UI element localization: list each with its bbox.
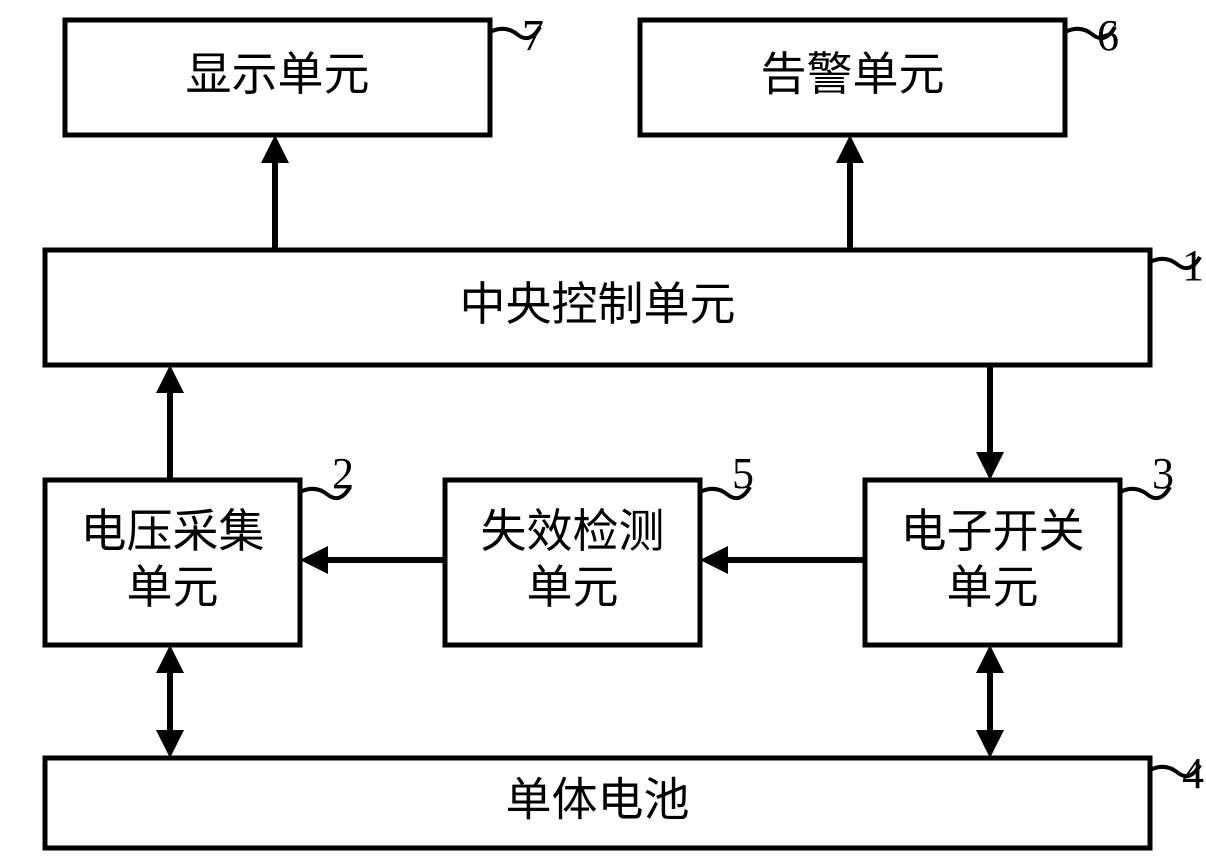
node-number: 7 bbox=[522, 11, 544, 60]
node-label: 显示单元 bbox=[186, 49, 370, 100]
node-label: 单元 bbox=[947, 562, 1039, 613]
node-label: 电压采集 bbox=[81, 506, 265, 557]
node-label: 单元 bbox=[127, 562, 219, 613]
node-number: 3 bbox=[1152, 449, 1174, 498]
node-n3: 电子开关单元 3 bbox=[865, 449, 1174, 645]
node-number: 4 bbox=[1182, 749, 1204, 798]
node-label: 单元 bbox=[527, 562, 619, 613]
node-n2: 电压采集单元 2 bbox=[45, 449, 354, 645]
node-label: 中央控制单元 bbox=[460, 279, 736, 330]
block-diagram: 显示单元7告警单元6中央控制单元1电压采集单元2失效检测单元5电子开关单元3单体… bbox=[0, 0, 1206, 856]
node-label: 告警单元 bbox=[761, 49, 945, 100]
node-label: 单体电池 bbox=[506, 775, 690, 826]
node-number: 6 bbox=[1097, 11, 1119, 60]
node-number: 5 bbox=[732, 449, 754, 498]
node-number: 2 bbox=[332, 449, 354, 498]
node-n1: 中央控制单元 1 bbox=[45, 241, 1204, 365]
node-n5: 失效检测单元 5 bbox=[445, 449, 754, 645]
node-number: 1 bbox=[1182, 241, 1204, 290]
node-n6: 告警单元 6 bbox=[640, 11, 1119, 135]
node-n7: 显示单元 7 bbox=[65, 11, 544, 135]
node-label: 失效检测 bbox=[481, 506, 665, 557]
node-n4: 单体电池 4 bbox=[45, 749, 1204, 848]
node-label: 电子开关 bbox=[901, 506, 1085, 557]
